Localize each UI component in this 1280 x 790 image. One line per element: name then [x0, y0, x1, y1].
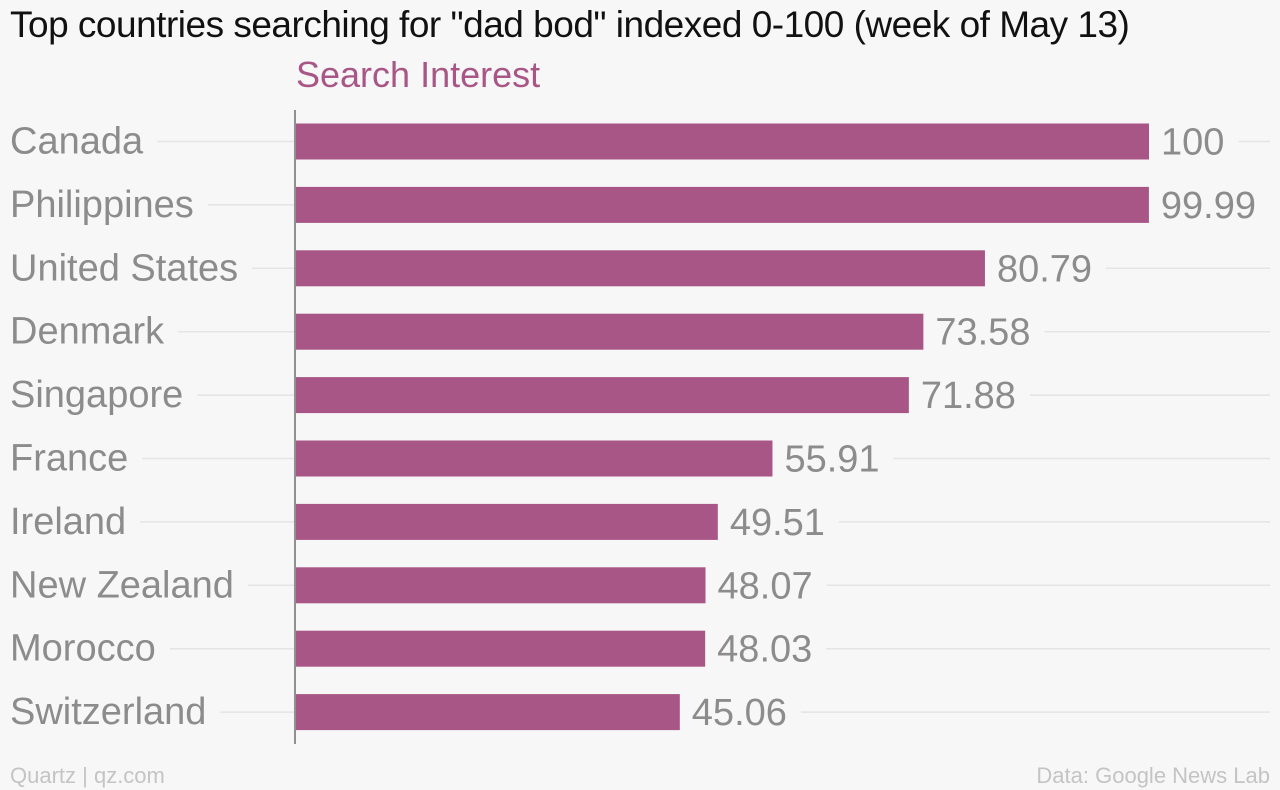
- category-labels: Canada Philippines United States Denmark Sin…: [10, 121, 238, 734]
- bar: [296, 630, 706, 667]
- chart-title: Top countries searching for "dad bod" in…: [10, 4, 1130, 45]
- bar: [296, 377, 909, 414]
- footer-source-left: Quartz | qz.com: [10, 763, 165, 788]
- value-label: 49.51: [730, 502, 825, 544]
- bar: [296, 694, 680, 731]
- value-label: 100: [1161, 122, 1224, 164]
- bar: [296, 503, 718, 540]
- value-label: 99.99: [1161, 185, 1256, 227]
- bar: [296, 186, 1149, 223]
- category-label: Canada: [10, 121, 144, 163]
- bar: [296, 250, 985, 287]
- value-label: 45.06: [692, 692, 787, 734]
- category-label: France: [10, 438, 128, 480]
- category-label: Philippines: [10, 184, 194, 226]
- category-label: Morocco: [10, 628, 156, 670]
- value-label: 48.03: [717, 629, 812, 671]
- category-label: New Zealand: [10, 564, 234, 606]
- category-label: United States: [10, 247, 238, 289]
- bar: [296, 440, 773, 477]
- category-label: Denmark: [10, 311, 165, 353]
- value-label: 55.91: [784, 439, 879, 481]
- value-label: 71.88: [921, 375, 1016, 417]
- bar: [296, 313, 924, 350]
- bar: [296, 123, 1149, 160]
- gridlines: [140, 140, 1270, 713]
- footer-source-right: Data: Google News Lab: [1036, 763, 1270, 788]
- bar: [296, 567, 706, 604]
- value-label: 80.79: [997, 248, 1092, 290]
- category-label: Singapore: [10, 374, 183, 416]
- series-label: Search Interest: [296, 54, 541, 95]
- category-label: Ireland: [10, 501, 126, 543]
- value-labels: 100 99.99 80.79 73.58 71.88 55.91 49.51 48.07 48…: [692, 122, 1256, 735]
- bars: [296, 123, 1149, 731]
- value-label: 48.07: [718, 565, 813, 607]
- value-label: 73.58: [935, 312, 1030, 354]
- category-label: Switzerland: [10, 691, 206, 733]
